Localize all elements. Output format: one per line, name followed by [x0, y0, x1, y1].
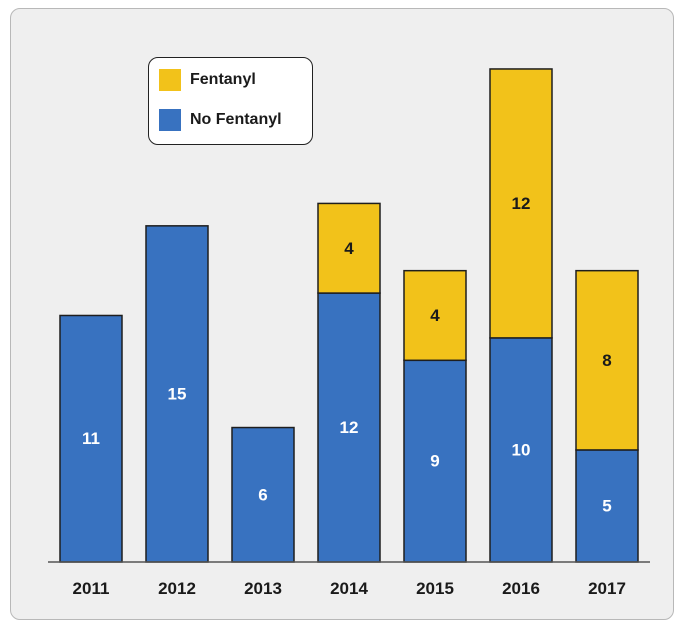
bar-fentanyl-2016: [489, 68, 553, 339]
x-tick-label-2011: 2011: [73, 579, 110, 598]
x-tick-label-2014: 2014: [330, 579, 368, 598]
data-label-no-fentanyl-2011: 11: [82, 429, 100, 448]
data-label-no-fentanyl-2012: 15: [168, 384, 187, 403]
x-tick-label-2015: 2015: [416, 579, 454, 598]
legend-label-no-fentanyl: No Fentanyl: [190, 111, 282, 128]
bars-layer: 11 15 6 12 4 9 4 10 12 5 8: [59, 68, 639, 563]
bar-no-fentanyl-2012: [145, 225, 209, 563]
bar-no-fentanyl-2011: [59, 314, 123, 563]
data-label-fentanyl-2014: 4: [344, 239, 354, 258]
bar-no-fentanyl-2013: [231, 426, 295, 563]
data-label-no-fentanyl-2013: 6: [258, 485, 267, 504]
legend-item-fentanyl: Fentanyl: [159, 66, 256, 94]
legend: Fentanyl No Fentanyl: [148, 57, 313, 145]
bar-no-fentanyl-2017: [575, 449, 639, 563]
x-tick-label-2016: 2016: [502, 579, 540, 598]
legend-swatch-no-fentanyl: [159, 109, 181, 131]
data-label-fentanyl-2015: 4: [430, 306, 440, 325]
x-tick-label-2013: 2013: [244, 579, 282, 598]
x-tick-label-2017: 2017: [588, 579, 626, 598]
x-tick-labels: 2011 2012 2013 2014 2015 2016 2017: [73, 579, 626, 598]
bar-fentanyl-2014: [317, 202, 381, 294]
data-label-no-fentanyl-2015: 9: [430, 452, 439, 471]
data-label-no-fentanyl-2014: 12: [340, 418, 359, 437]
bar-fentanyl-2015: [403, 269, 467, 362]
data-label-fentanyl-2017: 8: [602, 351, 611, 370]
data-label-no-fentanyl-2016: 10: [512, 440, 531, 459]
data-label-no-fentanyl-2017: 5: [602, 496, 611, 515]
legend-label-fentanyl: Fentanyl: [190, 71, 256, 88]
x-tick-label-2012: 2012: [158, 579, 196, 598]
data-label-fentanyl-2016: 12: [512, 194, 531, 213]
legend-item-no-fentanyl: No Fentanyl: [159, 106, 282, 134]
legend-swatch-fentanyl: [159, 69, 181, 91]
bar-fentanyl-2017: [575, 269, 639, 451]
